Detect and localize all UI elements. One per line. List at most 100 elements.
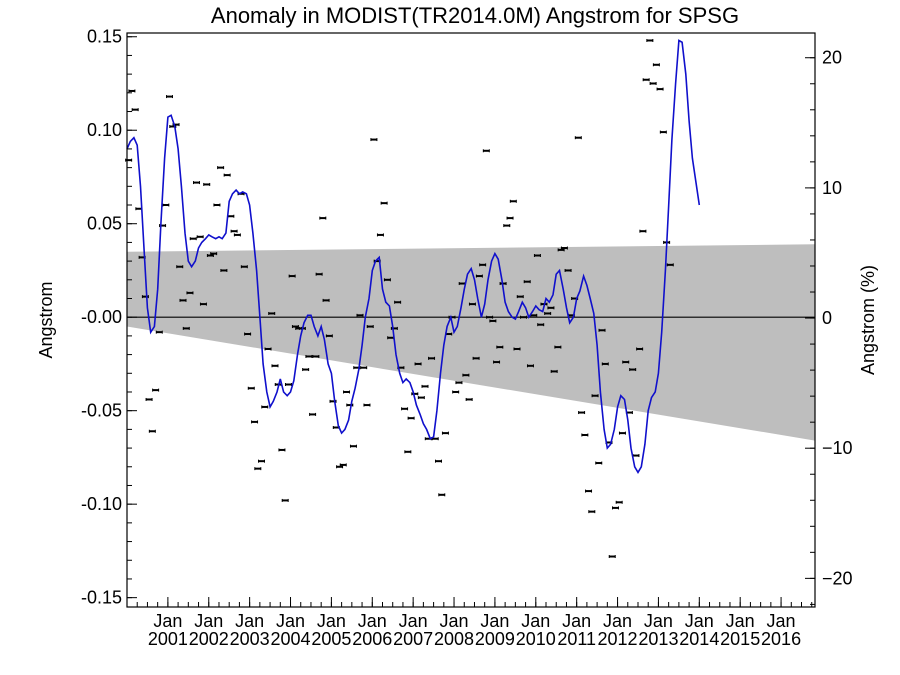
data-point-68 [356, 313, 364, 317]
x-tick-month: Jan [480, 611, 509, 631]
data-point-74 [376, 233, 384, 237]
data-point-69 [360, 366, 368, 370]
x-tick-year: 2004 [270, 629, 310, 649]
x-tick-year: 2016 [761, 629, 801, 649]
data-point-15 [176, 265, 184, 269]
data-point-157 [659, 130, 667, 134]
data-point-133 [578, 411, 586, 415]
data-point-34 [240, 265, 248, 269]
data-point-16 [179, 298, 187, 302]
data-point-123 [544, 311, 552, 315]
data-point-116 [520, 315, 528, 319]
data-point-25 [210, 252, 218, 256]
x-tick-month: Jan [603, 611, 632, 631]
y2-tick-label: −10 [822, 438, 853, 458]
x-tick-month: Jan [358, 611, 387, 631]
y-tick-label: 0.10 [87, 120, 122, 140]
data-point-107 [489, 319, 497, 323]
data-point-79 [394, 300, 402, 304]
data-point-28 [220, 268, 228, 272]
data-point-1 [128, 89, 136, 93]
data-point-101 [468, 302, 476, 306]
data-point-66 [349, 444, 357, 448]
data-point-63 [339, 463, 347, 467]
data-point-48 [288, 274, 296, 278]
data-point-102 [472, 356, 480, 360]
data-point-93 [441, 431, 449, 435]
y2-tick-label: 10 [822, 178, 842, 198]
y-axis-left: 0.15 0.10 0.05 -0.00 -0.05 -0.10 -0.15 [81, 27, 137, 608]
data-point-109 [496, 345, 504, 349]
data-point-85 [414, 362, 422, 366]
x-tick-year: 2014 [679, 629, 719, 649]
data-point-91 [435, 459, 443, 463]
x-tick-month: Jan [317, 611, 346, 631]
data-point-21 [196, 235, 204, 239]
x-axis: Jan2001Jan2002Jan2003Jan2004Jan2005Jan20… [126, 597, 813, 649]
data-point-100 [465, 397, 473, 401]
data-point-136 [588, 510, 596, 514]
data-point-52 [302, 368, 310, 372]
x-tick-year: 2009 [475, 629, 515, 649]
data-point-72 [370, 138, 378, 142]
data-point-97 [455, 381, 463, 385]
chart-title: Anomaly in MODIST(TR2014.0M) Angstrom fo… [211, 3, 739, 28]
data-point-42 [268, 311, 276, 315]
data-point-23 [203, 182, 211, 186]
data-point-115 [516, 295, 524, 299]
data-point-41 [264, 347, 272, 351]
data-point-47 [284, 383, 292, 387]
data-point-12 [166, 95, 174, 99]
data-point-149 [632, 454, 640, 458]
x-tick-month: Jan [235, 611, 264, 631]
data-point-83 [407, 416, 415, 420]
x-tick-year: 2001 [148, 629, 188, 649]
data-point-55 [312, 354, 320, 358]
x-tick-year: 2006 [352, 629, 392, 649]
y2-axis-label: Angstrom (%) [858, 265, 878, 375]
data-point-2 [131, 108, 139, 112]
data-point-113 [509, 199, 517, 203]
data-point-111 [503, 224, 511, 228]
x-tick-month: Jan [440, 611, 469, 631]
data-point-39 [257, 459, 265, 463]
x-tick-month: Jan [194, 611, 223, 631]
data-point-142 [608, 555, 616, 559]
x-tick-month: Jan [276, 611, 305, 631]
data-point-58 [322, 298, 330, 302]
x-tick-year: 2012 [598, 629, 638, 649]
y-axis-label: Angstrom [36, 281, 56, 358]
data-point-151 [639, 229, 647, 233]
data-point-148 [629, 368, 637, 372]
y2-tick-label: 0 [822, 308, 832, 328]
data-point-82 [404, 450, 412, 454]
data-point-8 [152, 388, 160, 392]
data-point-59 [325, 334, 333, 338]
data-point-38 [254, 467, 262, 471]
monthly-points [125, 38, 674, 559]
data-point-26 [213, 203, 221, 207]
data-point-35 [244, 332, 252, 336]
data-point-120 [533, 253, 541, 257]
data-point-27 [217, 166, 225, 170]
data-point-105 [482, 149, 490, 153]
data-point-137 [591, 394, 599, 398]
x-tick-year: 2005 [311, 629, 351, 649]
data-point-156 [656, 87, 664, 91]
x-tick-year: 2007 [393, 629, 433, 649]
data-point-132 [574, 136, 582, 140]
data-point-36 [247, 386, 255, 390]
data-point-22 [199, 302, 207, 306]
data-point-19 [189, 237, 197, 241]
data-point-86 [417, 396, 425, 400]
y-tick-label: -0.05 [81, 401, 122, 421]
data-point-128 [560, 246, 568, 250]
data-point-154 [649, 81, 657, 85]
x-tick-year: 2002 [189, 629, 229, 649]
data-point-54 [309, 412, 317, 416]
y-tick-label: -0.10 [81, 494, 122, 514]
y2-tick-label: −20 [822, 568, 853, 588]
data-point-11 [162, 203, 170, 207]
y-tick-label: -0.15 [81, 588, 122, 608]
